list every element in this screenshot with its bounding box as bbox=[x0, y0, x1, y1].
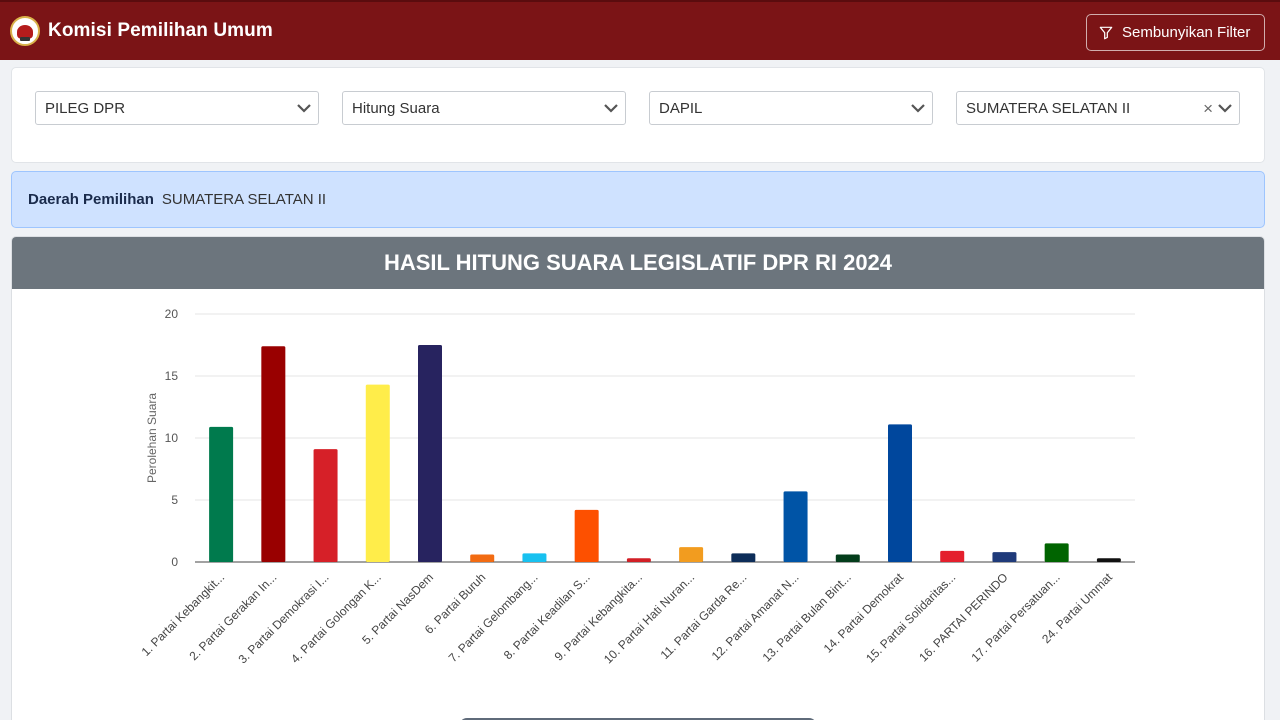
x-tick-label: 7. Partai Gelombang... bbox=[446, 570, 541, 665]
x-tick-label: 10. Partai Hati Nuran... bbox=[601, 570, 697, 666]
x-tick-label: 12. Partai Amanat N... bbox=[709, 570, 802, 663]
bar-6 bbox=[470, 554, 495, 562]
bar-5 bbox=[418, 345, 442, 562]
dapil-info-label: Daerah Pemilihan bbox=[28, 191, 154, 208]
y-tick-label: 10 bbox=[165, 431, 179, 445]
election-type-select[interactable]: PILEG DPR bbox=[35, 91, 319, 125]
filter-panel: PILEG DPR Hitung Suara DAPIL SUMATERA SE… bbox=[11, 67, 1265, 163]
bar-10 bbox=[679, 547, 704, 562]
y-tick-label: 5 bbox=[171, 493, 178, 507]
hide-filter-button[interactable]: Sembunyikan Filter bbox=[1086, 14, 1265, 51]
funnel-icon bbox=[1099, 26, 1113, 39]
hide-filter-label: Sembunyikan Filter bbox=[1122, 24, 1251, 41]
region-level-value: DAPIL bbox=[659, 99, 703, 117]
chevron-down-icon bbox=[297, 104, 311, 113]
bar-14 bbox=[888, 424, 912, 562]
dapil-select[interactable]: SUMATERA SELATAN II × bbox=[956, 91, 1240, 125]
x-tick-label: 3. Partai Demokrasi I... bbox=[235, 570, 331, 666]
bar-7 bbox=[522, 553, 547, 562]
y-axis-label: Perolehan Suara bbox=[145, 393, 159, 483]
x-tick-label: 4. Partai Golongan K... bbox=[288, 570, 384, 666]
chevron-down-icon bbox=[911, 104, 925, 113]
bar-17 bbox=[1044, 543, 1069, 562]
count-type-select[interactable]: Hitung Suara bbox=[342, 91, 626, 125]
region-level-select[interactable]: DAPIL bbox=[649, 91, 933, 125]
kpu-logo-icon bbox=[10, 16, 40, 46]
chevron-down-icon bbox=[604, 104, 618, 113]
x-tick-label: 2. Partai Gerakan In... bbox=[187, 570, 280, 663]
bar-13 bbox=[835, 554, 860, 562]
bar-8 bbox=[574, 509, 599, 562]
count-type-value: Hitung Suara bbox=[352, 99, 440, 117]
x-tick-label: 9. Partai Kebangkita... bbox=[552, 570, 645, 663]
top-navbar: Komisi Pemilihan Umum Sembunyikan Filter bbox=[0, 0, 1280, 60]
y-tick-label: 20 bbox=[165, 307, 179, 321]
bar-11 bbox=[731, 553, 756, 562]
bar-4 bbox=[365, 384, 390, 562]
dapil-info-alert: Daerah Pemilihan SUMATERA SELATAN II bbox=[11, 171, 1265, 228]
bar-15 bbox=[940, 550, 965, 562]
bar-18 bbox=[1096, 558, 1121, 562]
bar-9 bbox=[626, 558, 651, 562]
x-tick-label: 17. Partai Persatuan... bbox=[968, 570, 1062, 664]
election-type-value: PILEG DPR bbox=[45, 99, 126, 117]
bottom-action-button[interactable] bbox=[459, 718, 817, 720]
bar-16 bbox=[992, 552, 1017, 562]
brand-title[interactable]: Komisi Pemilihan Umum bbox=[48, 20, 273, 41]
dapil-info-value: SUMATERA SELATAN II bbox=[161, 191, 327, 208]
bar-2 bbox=[261, 346, 286, 562]
x-tick-label: 16. PARTAI PERINDO bbox=[916, 570, 1010, 664]
chevron-down-icon bbox=[1218, 104, 1232, 113]
x-tick-label: 15. Partai Solidaritas... bbox=[863, 570, 958, 665]
bar-3 bbox=[313, 449, 338, 562]
y-tick-label: 0 bbox=[171, 555, 178, 569]
chart-title: HASIL HITUNG SUARA LEGISLATIF DPR RI 202… bbox=[12, 237, 1264, 289]
chart-panel: 0 5 10 15 20 Perolehan Suara 1. Partai Kebangk… bbox=[11, 236, 1265, 720]
y-tick-label: 15 bbox=[165, 369, 179, 383]
clear-selection-icon[interactable]: × bbox=[1203, 99, 1213, 118]
dapil-value: SUMATERA SELATAN II bbox=[966, 99, 1131, 117]
x-tick-label: 13. Partai Bulan Bint... bbox=[760, 570, 854, 664]
x-tick-label: 11. Partai Garda Re... bbox=[658, 570, 750, 662]
bar-12 bbox=[783, 491, 808, 562]
x-tick-label: 8. Partai Keadilan S... bbox=[501, 570, 593, 662]
bar-1 bbox=[209, 426, 234, 562]
